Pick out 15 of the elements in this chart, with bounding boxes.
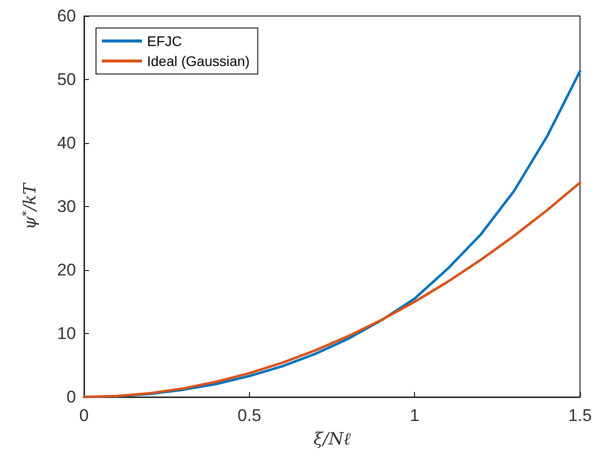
x-tick-label: 1: [410, 406, 420, 425]
x-axis-title: ξ/Nℓ: [313, 430, 351, 450]
y-tick-label: 50: [57, 70, 76, 89]
y-tick-label: 30: [57, 197, 76, 216]
y-tick-label: 10: [57, 324, 76, 343]
x-tick-label: 0: [79, 406, 89, 425]
x-tick-label: 0.5: [238, 406, 262, 425]
x-tick-label: 1.5: [568, 406, 592, 425]
legend-label: EFJC: [147, 33, 182, 49]
y-tick-label: 20: [57, 260, 76, 280]
y-tick-label: 60: [57, 6, 76, 26]
y-tick-label: 0: [66, 388, 76, 406]
legend-label: Ideal (Gaussian): [147, 53, 250, 69]
y-tick-label: 40: [57, 134, 76, 152]
y-axis-title: ψ*/kT: [20, 182, 40, 230]
